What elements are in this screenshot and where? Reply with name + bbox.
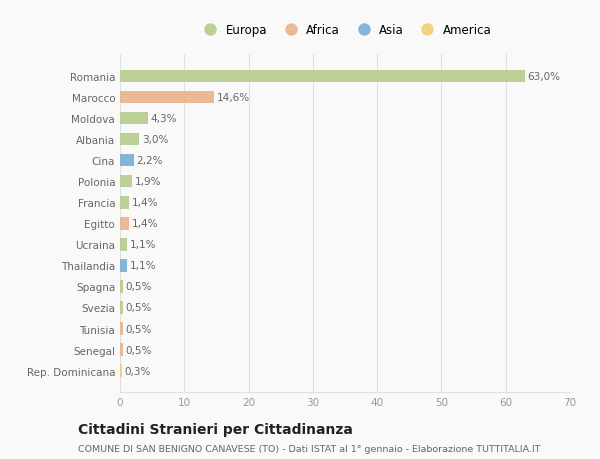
- Bar: [120, 134, 139, 146]
- Text: 0,5%: 0,5%: [126, 345, 152, 355]
- Text: 2,2%: 2,2%: [137, 156, 163, 166]
- Bar: [120, 343, 123, 356]
- Bar: [120, 112, 148, 125]
- Legend: Europa, Africa, Asia, America: Europa, Africa, Asia, America: [195, 21, 495, 40]
- Bar: [120, 259, 127, 272]
- Text: COMUNE DI SAN BENIGNO CANAVESE (TO) - Dati ISTAT al 1° gennaio - Elaborazione TU: COMUNE DI SAN BENIGNO CANAVESE (TO) - Da…: [78, 444, 541, 453]
- Text: 1,1%: 1,1%: [130, 240, 156, 250]
- Text: 1,4%: 1,4%: [131, 198, 158, 208]
- Bar: [120, 196, 129, 209]
- Text: 1,4%: 1,4%: [131, 219, 158, 229]
- Text: 0,5%: 0,5%: [126, 303, 152, 313]
- Text: 3,0%: 3,0%: [142, 135, 168, 145]
- Bar: [120, 175, 132, 188]
- Text: 0,5%: 0,5%: [126, 282, 152, 292]
- Bar: [120, 154, 134, 167]
- Bar: [120, 364, 122, 377]
- Bar: [120, 280, 123, 293]
- Text: 0,5%: 0,5%: [126, 324, 152, 334]
- Bar: [120, 239, 127, 251]
- Text: 14,6%: 14,6%: [217, 93, 250, 103]
- Bar: [120, 323, 123, 335]
- Bar: [120, 302, 123, 314]
- Text: 1,9%: 1,9%: [135, 177, 161, 187]
- Text: 4,3%: 4,3%: [150, 114, 177, 124]
- Text: 0,3%: 0,3%: [125, 366, 151, 376]
- Text: 63,0%: 63,0%: [527, 72, 560, 82]
- Text: Cittadini Stranieri per Cittadinanza: Cittadini Stranieri per Cittadinanza: [78, 422, 353, 436]
- Bar: [120, 70, 525, 83]
- Text: 1,1%: 1,1%: [130, 261, 156, 271]
- Bar: [120, 91, 214, 104]
- Bar: [120, 218, 129, 230]
